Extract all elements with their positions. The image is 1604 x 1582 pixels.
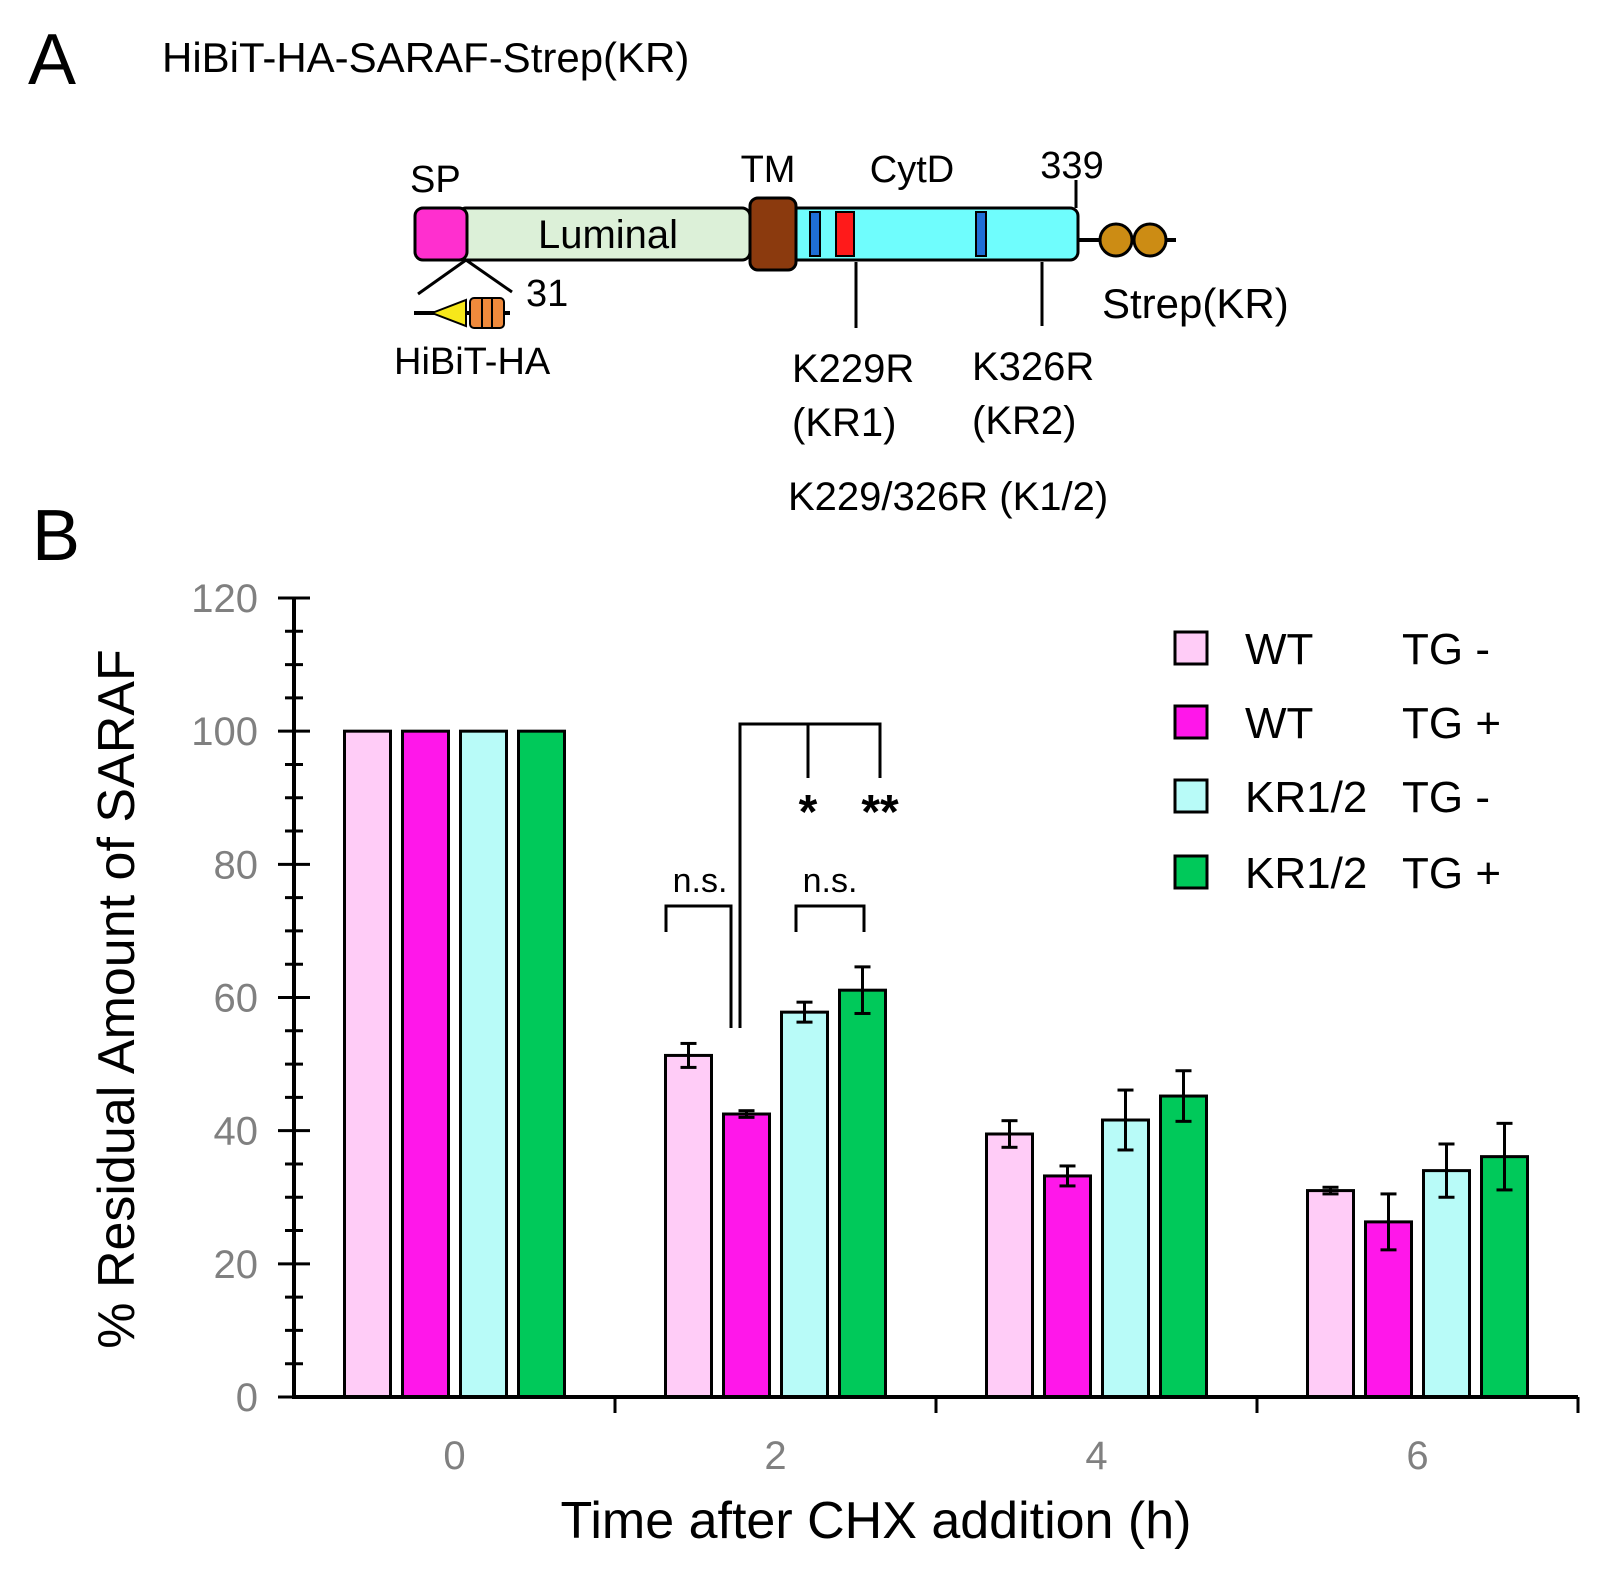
cleavage-residue-label: 31: [526, 273, 568, 315]
double-mutation: K229/326R (K1/2): [788, 475, 1108, 519]
lysine-marker-blue: [809, 211, 821, 257]
lysine-marker-blue: [975, 211, 987, 257]
y-tick-label: 20: [214, 1243, 259, 1287]
x-tick-label: 6: [1406, 1434, 1428, 1478]
significance-annotations: n.s. n.s. * **: [664, 722, 899, 1028]
transmembrane-domain: [748, 196, 798, 272]
lysine-marker-red: [835, 211, 855, 257]
end-residue-label: 339: [1040, 145, 1103, 187]
ha-tag: [469, 297, 505, 329]
y-tick-label: 100: [191, 710, 258, 754]
bar-kr1-2-tg--t2: [780, 1010, 829, 1399]
legend-treatment-kr-tg-plus: TG +: [1402, 849, 1501, 898]
ns-bracket-wt: [664, 904, 733, 1028]
kr1-mutation: K229R: [792, 347, 914, 391]
signal-peptide-domain: [413, 206, 469, 262]
y-axis-title: % Residual Amount of SARAF: [88, 649, 146, 1348]
ns-bracket-kr: [794, 904, 866, 932]
x-tick-label: 0: [443, 1434, 465, 1478]
cleavage-line: [417, 258, 467, 296]
legend-treatment-kr-tg-minus: TG -: [1402, 773, 1490, 822]
bar-group: [343, 729, 1529, 1399]
ns-label-wt: n.s.: [673, 862, 728, 900]
y-tick-label: 60: [214, 977, 259, 1021]
bar-kr1-2-tg--t0: [459, 729, 508, 1399]
bar-kr1-2-tg--t6: [1480, 1155, 1529, 1399]
bar-wt-tg--t4: [985, 1132, 1034, 1399]
bar-wt-tg--t2: [722, 1112, 771, 1399]
strep-label: Strep(KR): [1102, 280, 1289, 327]
legend-genotype-wt-tg-plus: WT: [1245, 699, 1313, 748]
x-axis-title: Time after CHX addition (h): [561, 1492, 1192, 1550]
panel-b-letter: B: [32, 496, 80, 576]
tm-label: TM: [741, 149, 796, 191]
legend-swatch-kr-tg-minus: [1173, 778, 1209, 814]
legend-swatch-wt-tg-plus: [1173, 704, 1209, 740]
bar-wt-tg--t0: [343, 729, 392, 1399]
bar-kr1-2-tg--t6: [1422, 1169, 1471, 1399]
cytosolic-domain: [788, 206, 1080, 262]
sig-star-single: *: [799, 786, 818, 839]
legend-genotype-kr-tg-minus: KR1/2: [1245, 773, 1367, 822]
construct-title: HiBiT-HA-SARAF-Strep(KR): [162, 34, 689, 81]
x-tick-label: 4: [1085, 1434, 1107, 1478]
sig-bracket-main: [738, 722, 882, 1028]
bar-wt-tg--t4: [1043, 1174, 1092, 1399]
legend-genotype-wt-tg-minus: WT: [1245, 625, 1313, 674]
legend-treatment-wt-tg-minus: TG -: [1402, 625, 1490, 674]
luminal-label: Luminal: [538, 213, 678, 257]
bar-wt-tg--t2: [664, 1053, 713, 1399]
y-tick-label: 40: [214, 1110, 259, 1154]
y-tick-label: 120: [191, 577, 258, 621]
legend-treatment-wt-tg-plus: TG +: [1402, 699, 1501, 748]
cleavage-line: [465, 258, 513, 294]
bar-kr1-2-tg--t4: [1101, 1118, 1150, 1399]
strep-bead: [1098, 222, 1134, 258]
strep-bead: [1132, 222, 1168, 258]
panel-a-letter: A: [28, 20, 76, 100]
bar-chart: 0 20 40 60 80 100 120 0 2 4 6 n.s. n.s. * ** WT T…: [88, 577, 1580, 1550]
bar-kr1-2-tg--t2: [838, 988, 887, 1399]
x-tick-label: 2: [764, 1434, 786, 1478]
legend-genotype-kr-tg-plus: KR1/2: [1245, 849, 1367, 898]
cytd-label: CytD: [870, 149, 954, 191]
sig-star-double: **: [861, 786, 899, 839]
legend-swatch-wt-tg-minus: [1173, 630, 1209, 666]
kr2-name: (KR2): [972, 399, 1076, 443]
hibit-triangle: [429, 298, 467, 328]
x-axis-ticks: 0 2 4 6: [443, 1397, 1580, 1478]
ns-label-kr: n.s.: [803, 862, 858, 900]
hibit-ha-label: HiBiT-HA: [394, 341, 551, 383]
bar-kr1-2-tg--t0: [517, 729, 566, 1399]
y-tick-label: 0: [236, 1376, 258, 1420]
kr1-name: (KR1): [792, 401, 896, 445]
domain-diagram: SP Luminal TM CytD 339 31 HiBiT-HA Strep…: [394, 145, 1289, 519]
legend: WT TG - WT TG + KR1/2 TG - KR1/2 TG +: [1173, 625, 1501, 898]
kr2-mutation: K326R: [972, 345, 1094, 389]
error-bar-group: [680, 965, 1513, 1252]
bar-kr1-2-tg--t4: [1159, 1094, 1208, 1399]
sp-label: SP: [410, 159, 461, 201]
y-tick-label: 80: [214, 843, 259, 887]
bar-wt-tg--t6: [1306, 1189, 1355, 1399]
bar-wt-tg--t0: [401, 729, 450, 1399]
legend-swatch-kr-tg-plus: [1173, 854, 1209, 890]
